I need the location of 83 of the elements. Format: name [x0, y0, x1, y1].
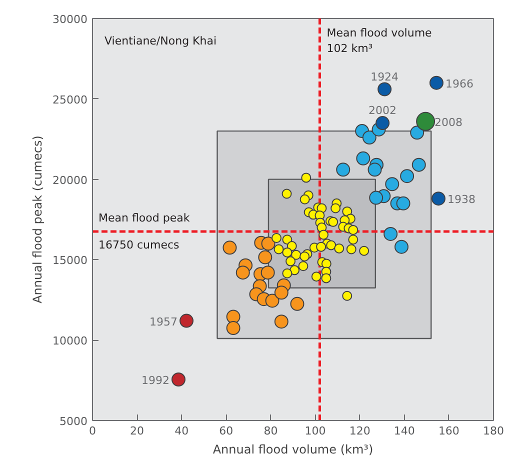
point — [180, 314, 194, 328]
x-tick-label: 20 — [130, 424, 144, 438]
point — [258, 250, 272, 264]
point — [334, 243, 344, 254]
point — [171, 372, 186, 386]
text: Mean flood peak 16750 cumecs — [98, 211, 190, 252]
point — [318, 230, 329, 240]
point — [394, 240, 408, 254]
point — [282, 268, 292, 278]
x-tick-label: 180 — [483, 424, 504, 438]
point — [369, 190, 384, 205]
point — [300, 194, 310, 204]
point — [385, 177, 400, 192]
point — [298, 261, 308, 272]
point — [261, 236, 276, 251]
point — [265, 294, 280, 308]
annotation: 1992 — [142, 374, 170, 387]
annotation: 1966 — [445, 77, 474, 90]
x-tick-label: 100 — [304, 424, 326, 438]
point — [346, 244, 356, 254]
point — [378, 82, 392, 96]
point — [311, 272, 322, 282]
point — [226, 321, 240, 336]
y-tick-label: 30000 — [52, 13, 88, 26]
point — [316, 242, 326, 252]
point — [321, 258, 332, 269]
point — [222, 240, 237, 255]
point — [368, 162, 382, 177]
point — [328, 216, 338, 227]
point — [429, 76, 444, 90]
y-tick-label: 20000 — [52, 174, 88, 187]
point — [336, 162, 350, 177]
annotation: 2008 — [434, 116, 463, 129]
point — [400, 169, 414, 184]
point — [282, 247, 292, 258]
point — [376, 116, 390, 130]
point — [348, 224, 358, 235]
y-tick-label: 15000 — [52, 254, 88, 268]
point — [416, 112, 436, 131]
x-tick-label: 40 — [174, 424, 189, 438]
point — [321, 273, 332, 284]
y-tick-label: 10000 — [52, 334, 88, 348]
point — [362, 130, 376, 144]
point — [286, 256, 296, 266]
point — [236, 266, 250, 280]
point — [326, 240, 336, 250]
x-tick-label: 0 — [89, 424, 96, 438]
point — [412, 158, 426, 172]
point — [260, 266, 275, 280]
x-tick-label: 60 — [219, 424, 234, 438]
ref-line-label: Mean flood volume 102 km³ — [326, 26, 432, 56]
point — [282, 188, 292, 199]
point — [272, 233, 282, 243]
x-axis-title: Annual flood volume (km³) — [212, 442, 374, 456]
y-axis-title: Annual flood peak (cumecs) — [30, 136, 45, 304]
annotation: 1924 — [370, 70, 399, 84]
point — [342, 290, 352, 301]
point — [274, 286, 288, 300]
annotation: 1957 — [150, 315, 178, 328]
point — [396, 196, 410, 210]
point — [356, 151, 370, 166]
point — [384, 226, 398, 241]
point — [290, 265, 300, 276]
annotation: Vientiane/Nong Khai — [104, 34, 217, 48]
point — [359, 246, 370, 256]
y-tick-label: 25000 — [52, 93, 88, 106]
point — [274, 314, 288, 329]
annotation: 1938 — [447, 193, 476, 206]
x-tick-label: 140 — [394, 424, 415, 438]
annotation: 2002 — [368, 104, 397, 118]
point — [274, 244, 284, 254]
point — [348, 234, 358, 245]
y-tick-label: 5000 — [60, 415, 88, 428]
point — [431, 192, 446, 206]
point — [290, 296, 304, 311]
point — [410, 126, 424, 140]
point — [330, 203, 341, 214]
point — [300, 251, 310, 262]
x-tick-label: 120 — [349, 424, 370, 438]
x-tick-label: 160 — [438, 424, 460, 438]
point — [226, 310, 240, 324]
point — [301, 172, 312, 183]
x-tick-label: 80 — [264, 424, 278, 438]
